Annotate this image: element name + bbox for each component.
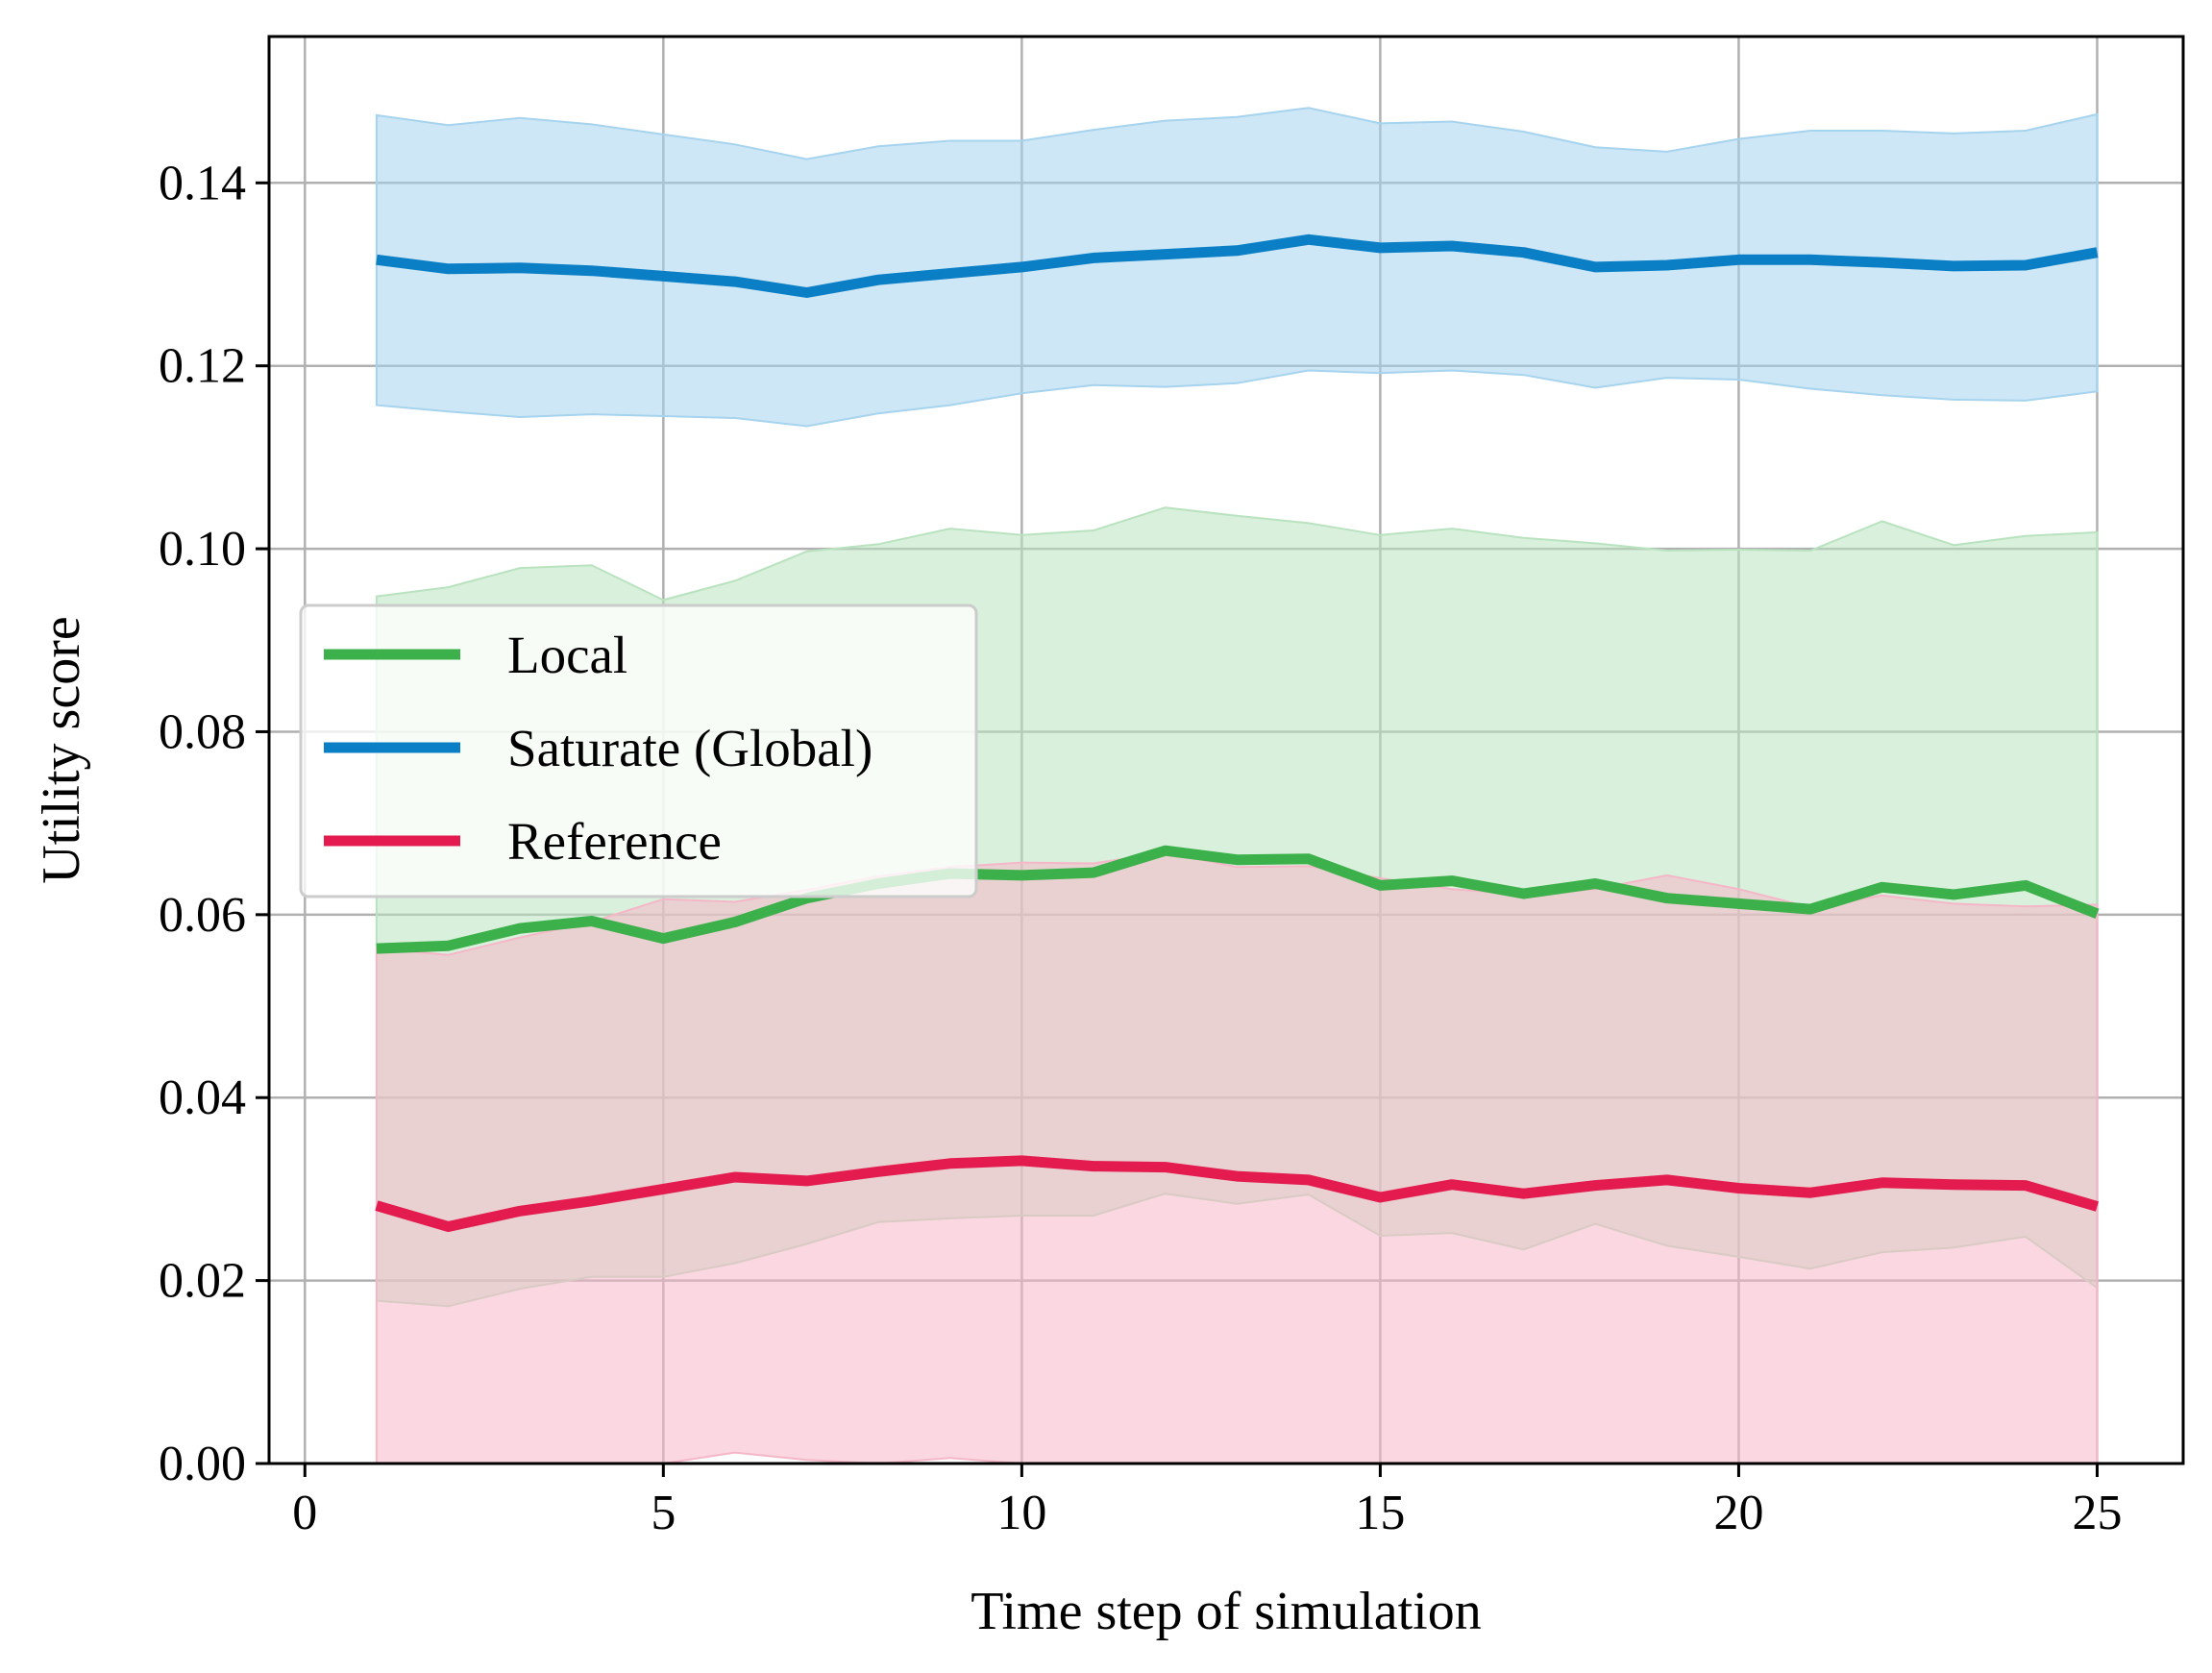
band-saturate-global	[375, 107, 2099, 428]
y-tick-label: 0.14	[159, 156, 246, 210]
axis-ticks: 0 5 10 15 20 25 0.00 0.02 0.04 0.06 0.08 0.10 0.12 0.…	[159, 156, 2122, 1540]
series-lines	[375, 234, 2100, 1232]
x-tick-label: 0	[292, 1486, 317, 1540]
x-tick-label: 25	[2072, 1486, 2122, 1540]
y-tick-label: 0.08	[159, 704, 246, 759]
x-tick-label: 10	[996, 1486, 1046, 1540]
legend-box	[299, 603, 978, 898]
series-line-local	[376, 845, 2100, 954]
y-tick-label: 0.02	[159, 1254, 246, 1309]
x-tick-label: 20	[1713, 1486, 1763, 1540]
y-tick-label: 0.10	[159, 522, 246, 577]
x-tick-label: 15	[1355, 1486, 1405, 1540]
y-tick-label: 0.00	[159, 1437, 246, 1491]
series-line-saturate-global	[376, 234, 2099, 298]
y-axis-title: Utility score	[32, 616, 91, 883]
y-tick-label: 0.04	[159, 1070, 246, 1125]
plot-frame	[267, 35, 2185, 1465]
legend-label: Saturate (Global)	[507, 719, 873, 777]
legend-label: Local	[507, 626, 627, 684]
x-tick-label: 5	[651, 1486, 676, 1540]
y-tick-label: 0.06	[159, 888, 246, 943]
legend-label: Reference	[507, 812, 722, 871]
series-line-reference	[375, 1155, 2100, 1232]
x-axis-title: Time step of simulation	[971, 1582, 1482, 1641]
y-tick-label: 0.12	[159, 339, 246, 394]
band-reference	[375, 851, 2099, 1465]
legend: Local Saturate (Global) Reference	[299, 603, 978, 898]
